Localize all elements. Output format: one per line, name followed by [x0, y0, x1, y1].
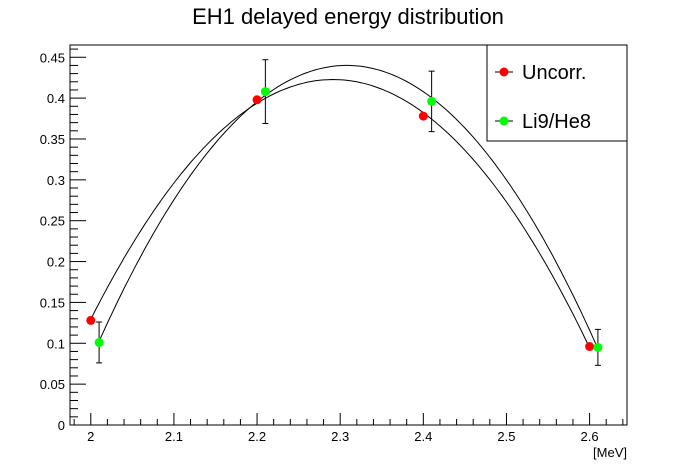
x-axis: 2 2.1 2.2 2.3 2.4 2.5 2.6[MeV]	[73, 413, 627, 460]
data-point	[418, 111, 428, 121]
data-points	[86, 87, 603, 352]
data-point	[585, 342, 595, 352]
plot-border	[69, 44, 628, 426]
y-tick-label: 0.35	[40, 132, 65, 147]
y-tick-label: 0.2	[47, 255, 65, 270]
data-point	[593, 342, 603, 352]
x-tick-label: 2.4	[414, 429, 432, 444]
legend-marker	[499, 116, 509, 126]
data-point	[252, 95, 262, 105]
data-point	[260, 87, 270, 97]
y-tick-label: 0.15	[40, 295, 65, 310]
y-tick-label: 0.25	[40, 214, 65, 229]
x-tick-label: 2.5	[497, 429, 515, 444]
y-tick-label: 0	[58, 418, 65, 433]
x-tick-label: 2.3	[331, 429, 349, 444]
y-axis: 0 0.05 0.1 0.15 0.2 0.25 0.3 0.35 0.4 0.45	[40, 48, 86, 433]
x-tick-label: 2.2	[248, 429, 266, 444]
y-tick-label: 0.4	[47, 91, 65, 106]
fit-curve-1	[90, 78, 591, 348]
fit-curve-2	[98, 64, 599, 349]
data-point	[86, 315, 96, 325]
y-tick-label: 0.3	[47, 173, 65, 188]
x-tick-label: 2	[87, 429, 94, 444]
legend: Uncorr. Li9/He8	[486, 44, 628, 142]
fit-curves	[90, 64, 599, 349]
plot-frame	[69, 44, 628, 426]
x-axis-label: [MeV]	[593, 445, 627, 460]
y-tick-label: 0.45	[40, 50, 65, 65]
y-tick-label: 0.1	[47, 336, 65, 351]
data-point	[94, 337, 104, 347]
legend-label: Uncorr.	[522, 62, 586, 84]
x-tick-label: 2.6	[581, 429, 599, 444]
chart-title: EH1 delayed energy distribution	[192, 4, 504, 29]
x-tick-label: 2.1	[165, 429, 183, 444]
legend-label: Li9/He8	[522, 111, 591, 133]
y-tick-label: 0.05	[40, 377, 65, 392]
legend-box	[486, 44, 628, 142]
data-point	[427, 96, 437, 106]
legend-marker	[499, 67, 509, 77]
